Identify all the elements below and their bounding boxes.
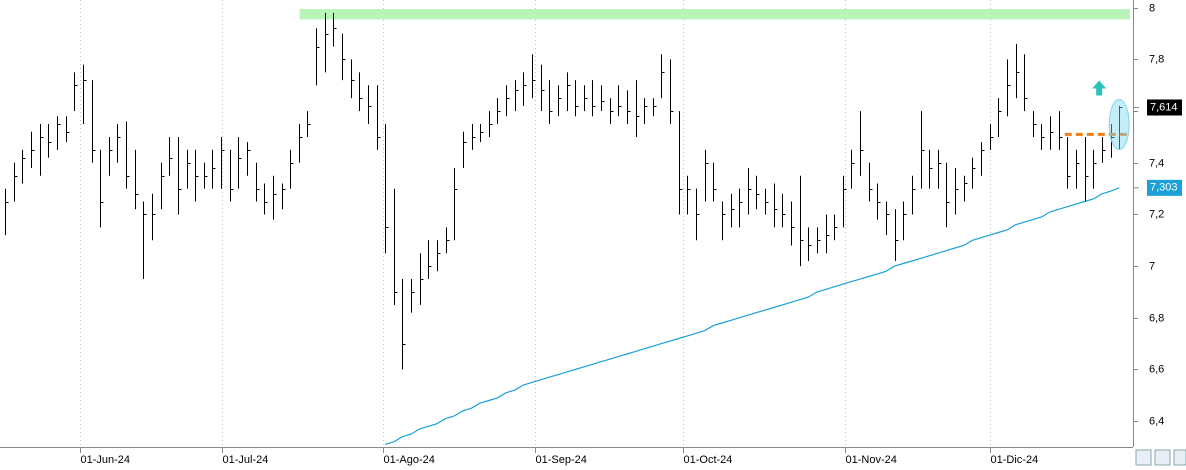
price-label-box — [1147, 99, 1182, 116]
y-tick-label: 7,8 — [1149, 53, 1164, 65]
resistance-zone — [299, 9, 1130, 20]
y-tick-label: 7 — [1149, 260, 1155, 272]
price-label: 7,303 — [1150, 182, 1178, 194]
highlight-ellipse — [1108, 98, 1130, 150]
y-tick-label: 7,2 — [1149, 208, 1164, 220]
zoom-icon[interactable] — [1135, 449, 1152, 466]
save-icon[interactable] — [1154, 449, 1171, 466]
moving-average-line — [385, 187, 1120, 445]
toolbar-icons — [1135, 449, 1186, 466]
x-tick-label: 01-Jul-24 — [223, 454, 269, 466]
y-tick-label: 7,4 — [1149, 157, 1164, 169]
x-tick-label: 01-Dic-24 — [991, 454, 1039, 466]
x-tick-label: 01-Oct-24 — [684, 454, 733, 466]
price-label-box — [1147, 179, 1182, 196]
y-tick-label: 6,8 — [1149, 312, 1164, 324]
x-tick-label: 01-Jun-24 — [81, 454, 131, 466]
up-arrow — [1092, 80, 1107, 96]
x-tick-label: 01-Nov-24 — [846, 454, 897, 466]
x-tick-label: 01-Sep-24 — [536, 454, 587, 466]
price-label: 7,614 — [1150, 101, 1178, 113]
y-tick-label: 8 — [1149, 2, 1155, 14]
menu-icon[interactable] — [1173, 449, 1186, 466]
y-tick-label: 6,4 — [1149, 415, 1164, 427]
x-tick-label: 01-Ago-24 — [384, 454, 435, 466]
y-tick-label: 6,6 — [1149, 363, 1164, 375]
